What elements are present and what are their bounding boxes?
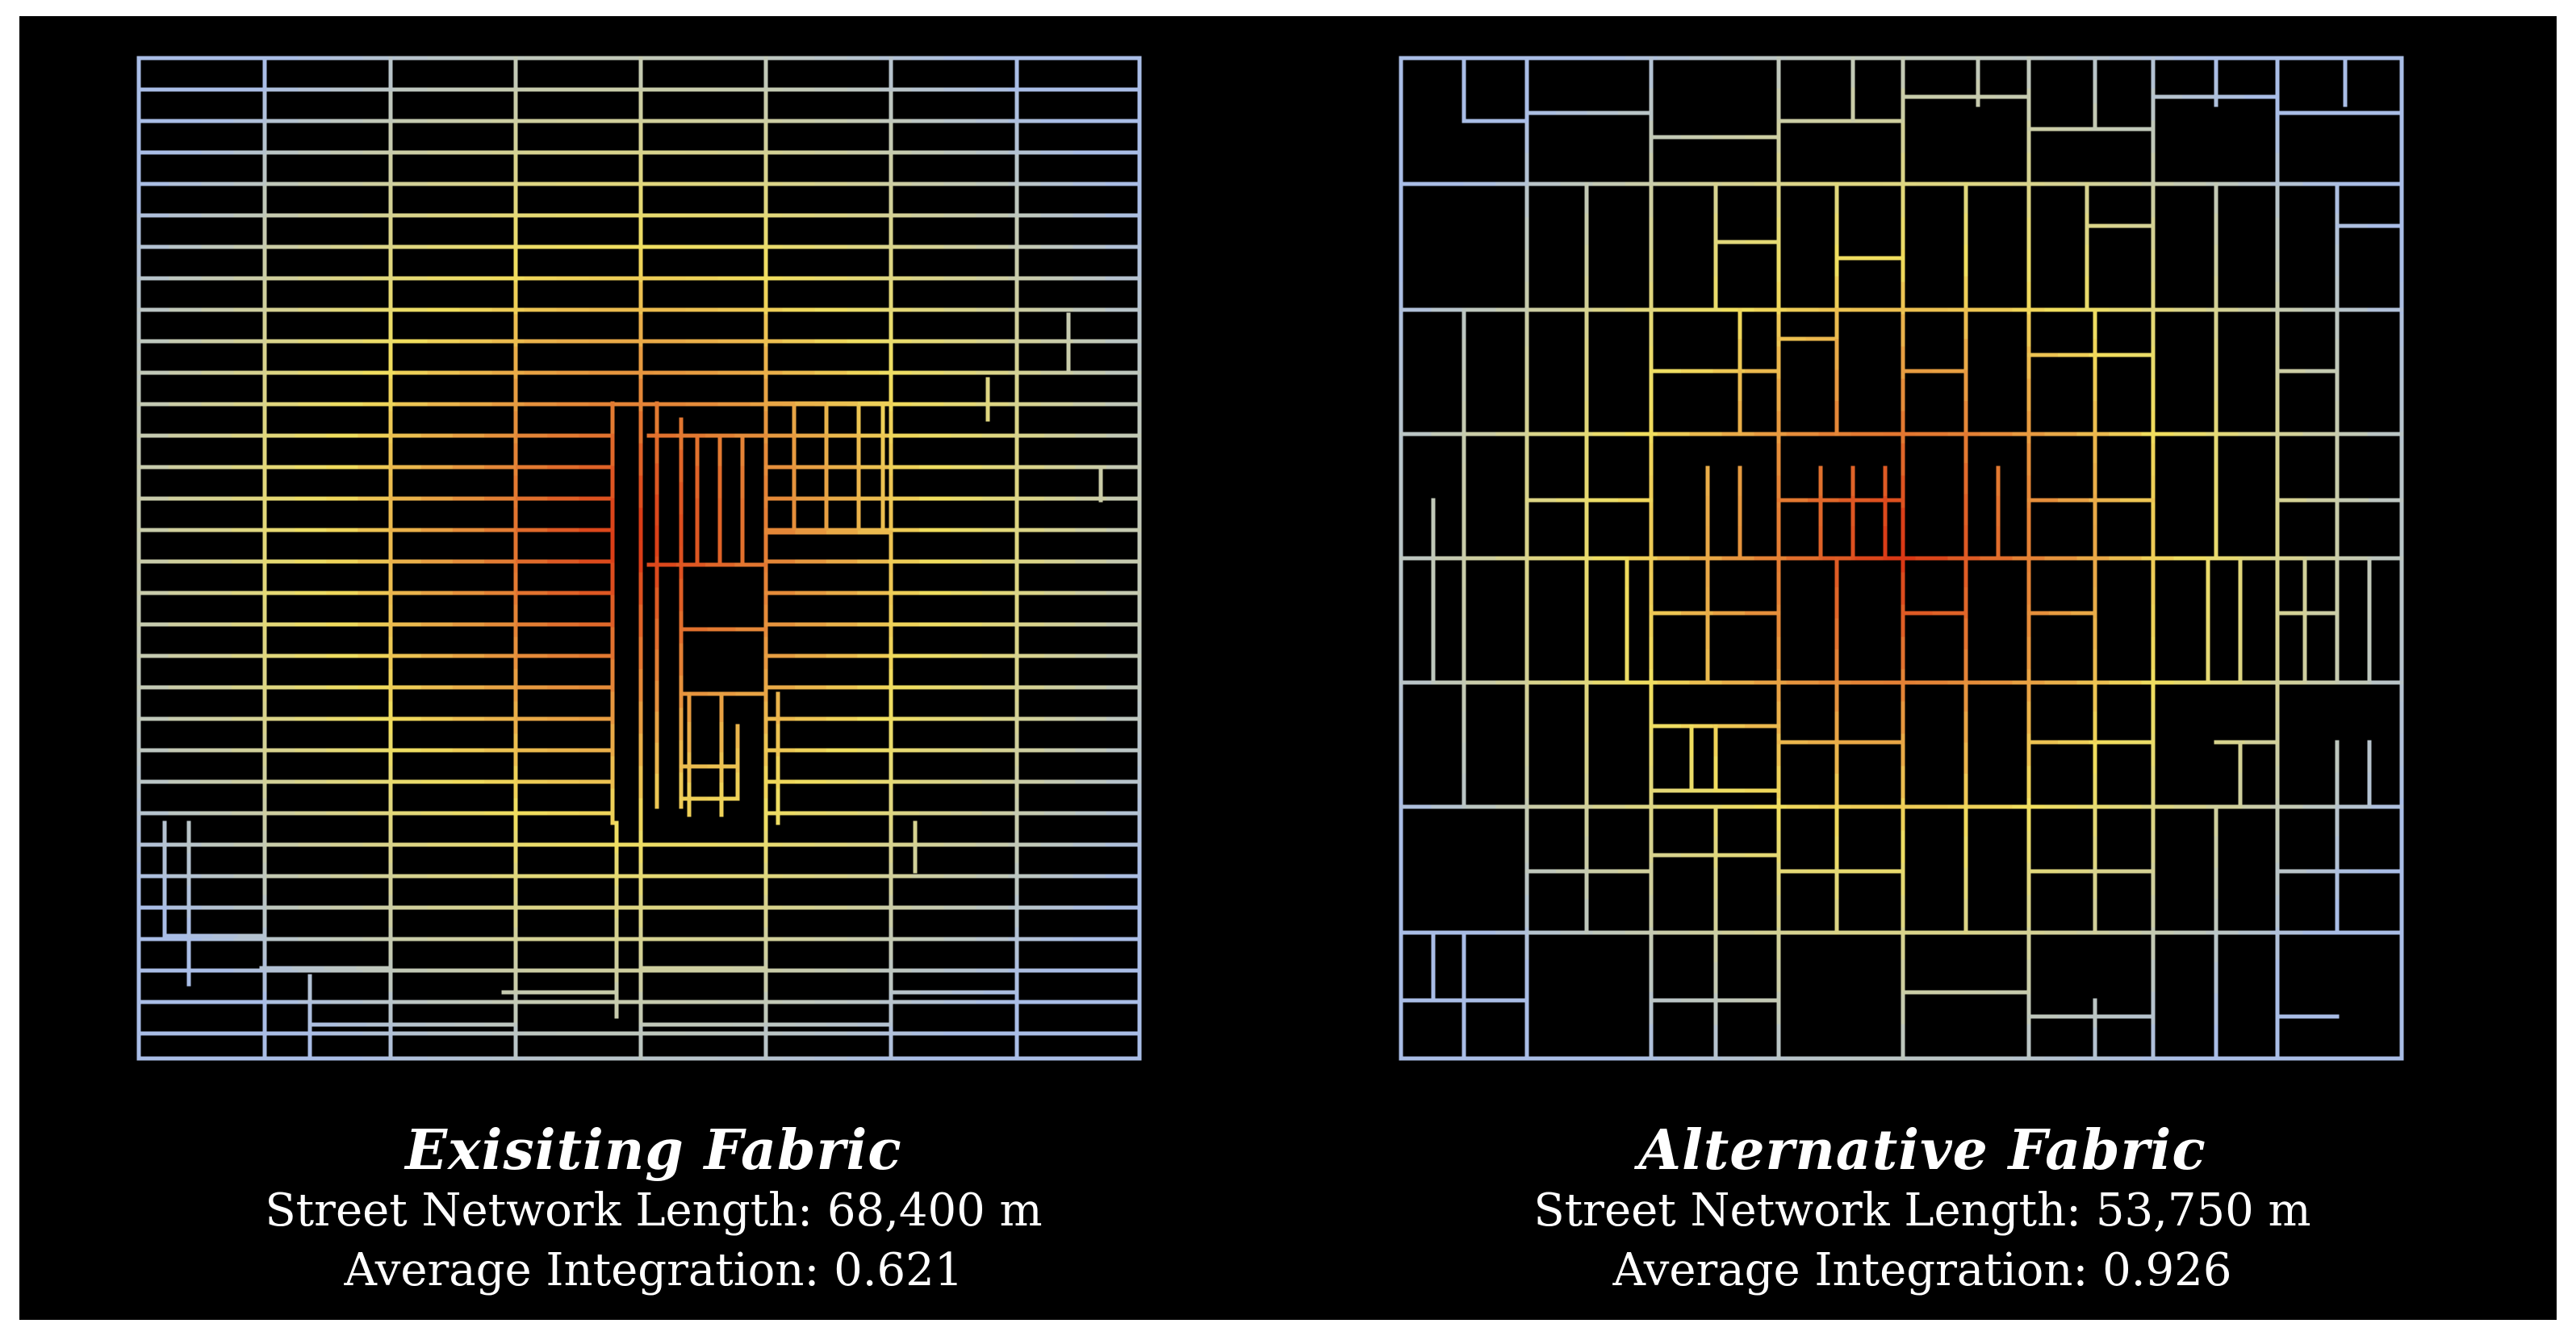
existing-fabric-title: Exisiting Fabric bbox=[405, 1118, 902, 1183]
alternative-average-integration: Average Integration: 0.926 bbox=[1612, 1244, 2232, 1296]
existing-street-length: Street Network Length: 68,400 m bbox=[265, 1184, 1043, 1237]
existing-average-integration: Average Integration: 0.621 bbox=[344, 1244, 964, 1296]
figure-panel: Exisiting Fabric Street Network Length: … bbox=[19, 16, 2557, 1320]
alternative-fabric-caption: Alternative Fabric Street Network Length… bbox=[1288, 1120, 2557, 1301]
existing-fabric-street-network-map bbox=[136, 56, 1142, 1061]
alternative-fabric-street-network-map bbox=[1399, 56, 2404, 1061]
existing-fabric-caption: Exisiting Fabric Street Network Length: … bbox=[19, 1120, 1288, 1301]
alternative-fabric-title: Alternative Fabric bbox=[1638, 1118, 2206, 1183]
alternative-street-length: Street Network Length: 53,750 m bbox=[1533, 1184, 2311, 1237]
